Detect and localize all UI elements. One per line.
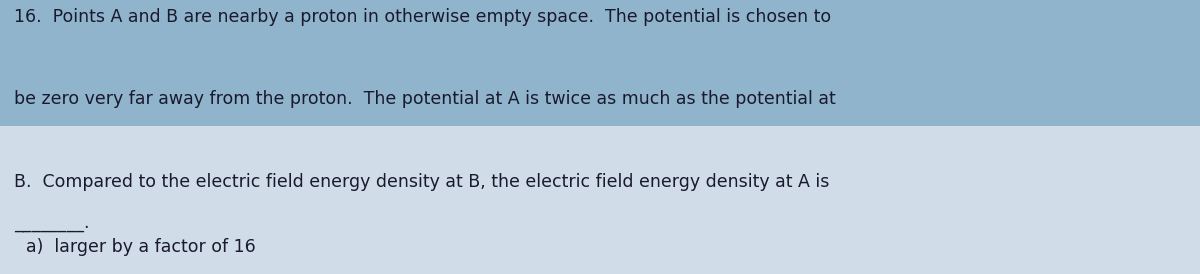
Text: ________.: ________.	[14, 214, 90, 232]
Text: 16.  Points A and B are nearby a proton in otherwise empty space.  The potential: 16. Points A and B are nearby a proton i…	[14, 8, 832, 26]
Text: B.  Compared to the electric field energy density at B, the electric field energ: B. Compared to the electric field energy…	[14, 173, 829, 191]
Text: be zero very far away from the proton.  The potential at A is twice as much as t: be zero very far away from the proton. T…	[14, 90, 836, 109]
Text: a)  larger by a factor of 16: a) larger by a factor of 16	[26, 238, 256, 256]
Bar	[0, 0, 1200, 126]
